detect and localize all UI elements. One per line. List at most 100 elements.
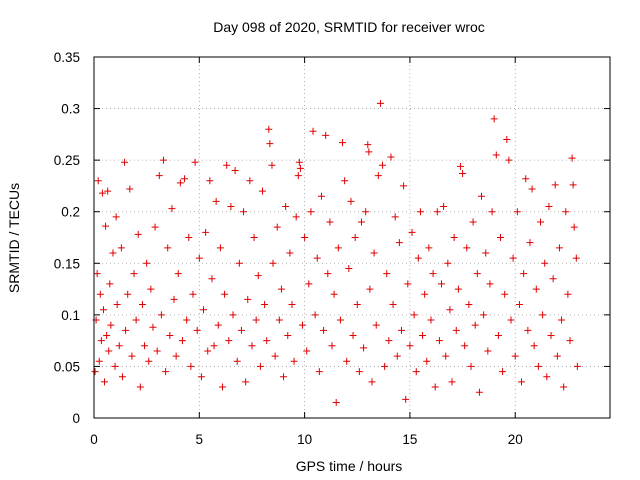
data-point	[406, 342, 414, 350]
axis-ticks	[93, 56, 610, 419]
data-point	[322, 131, 330, 139]
data-point	[320, 326, 328, 334]
data-point	[339, 139, 347, 147]
data-point	[248, 342, 256, 350]
y-tick-label: 0	[72, 411, 80, 426]
data-point	[372, 321, 380, 329]
chart-title: Day 098 of 2020, SRMTID for receiver wro…	[213, 19, 485, 35]
x-tick-labels: 0 5 10 15 20	[90, 432, 522, 447]
data-point	[465, 301, 473, 309]
data-point	[324, 270, 332, 278]
data-point	[431, 383, 439, 391]
data-point	[206, 177, 214, 185]
data-point	[570, 223, 578, 231]
y-tick-label: 0.3	[61, 102, 80, 117]
data-point	[237, 326, 245, 334]
data-point	[379, 161, 387, 169]
data-point	[416, 208, 424, 216]
data-point	[387, 153, 395, 161]
data-point	[444, 259, 452, 267]
data-point	[549, 275, 557, 283]
data-point	[195, 254, 203, 262]
data-point	[438, 280, 446, 288]
data-point	[534, 362, 542, 370]
data-point	[501, 290, 509, 298]
data-point	[200, 306, 208, 314]
data-point	[178, 337, 186, 345]
data-point	[104, 187, 112, 195]
data-point	[268, 161, 276, 169]
data-point	[343, 357, 351, 365]
data-point	[459, 170, 467, 178]
data-point	[560, 383, 568, 391]
data-point	[164, 244, 172, 252]
data-point	[440, 203, 448, 211]
data-point	[349, 331, 357, 339]
data-point	[425, 244, 433, 252]
data-point	[341, 177, 349, 185]
data-point	[134, 230, 142, 238]
data-point	[168, 205, 176, 213]
data-point	[102, 222, 110, 230]
data-point	[530, 342, 538, 350]
data-point	[448, 378, 456, 386]
data-point	[109, 249, 117, 257]
data-point	[112, 213, 120, 221]
data-point	[301, 234, 309, 241]
data-point	[541, 259, 549, 267]
data-point	[106, 280, 114, 288]
data-point	[244, 295, 252, 303]
data-point	[216, 244, 224, 252]
data-point	[183, 316, 191, 324]
data-point	[240, 208, 248, 216]
data-point	[187, 362, 195, 370]
data-point	[454, 285, 462, 293]
data-point	[250, 234, 258, 241]
data-point	[271, 352, 279, 360]
data-point	[280, 373, 288, 381]
data-point	[334, 244, 342, 252]
data-point	[124, 290, 132, 298]
data-point	[414, 254, 422, 262]
data-point	[174, 270, 182, 278]
data-point	[433, 208, 441, 216]
data-point	[435, 337, 443, 345]
data-point	[176, 179, 184, 187]
data-point	[366, 285, 374, 293]
data-point	[166, 331, 174, 339]
data-point	[277, 285, 285, 293]
data-point	[151, 223, 159, 231]
data-point	[311, 311, 319, 319]
data-point	[143, 259, 151, 267]
data-point	[286, 249, 294, 257]
data-point	[569, 181, 577, 189]
data-point	[429, 270, 437, 278]
data-point	[170, 295, 178, 303]
x-axis-label: GPS time / hours	[296, 458, 403, 474]
data-point	[261, 301, 269, 309]
data-point	[345, 264, 353, 272]
data-point	[218, 383, 226, 391]
data-point	[351, 234, 359, 241]
data-point	[564, 290, 572, 298]
data-point	[263, 337, 271, 345]
data-point	[551, 181, 559, 189]
data-point	[288, 301, 296, 309]
data-point	[145, 357, 153, 365]
data-point	[555, 244, 563, 252]
x-tick-label: 0	[90, 432, 98, 447]
data-point	[486, 280, 494, 288]
data-point	[389, 301, 397, 309]
data-point	[290, 357, 298, 365]
data-point	[212, 197, 220, 205]
data-point	[210, 342, 218, 350]
y-tick-label: 0.15	[54, 256, 80, 271]
data-point	[532, 285, 540, 293]
data-point	[235, 259, 243, 267]
data-point	[265, 125, 273, 133]
data-point	[246, 177, 254, 185]
data-point	[478, 192, 486, 200]
data-point	[275, 316, 283, 324]
data-point	[374, 172, 382, 180]
data-point	[141, 342, 149, 350]
